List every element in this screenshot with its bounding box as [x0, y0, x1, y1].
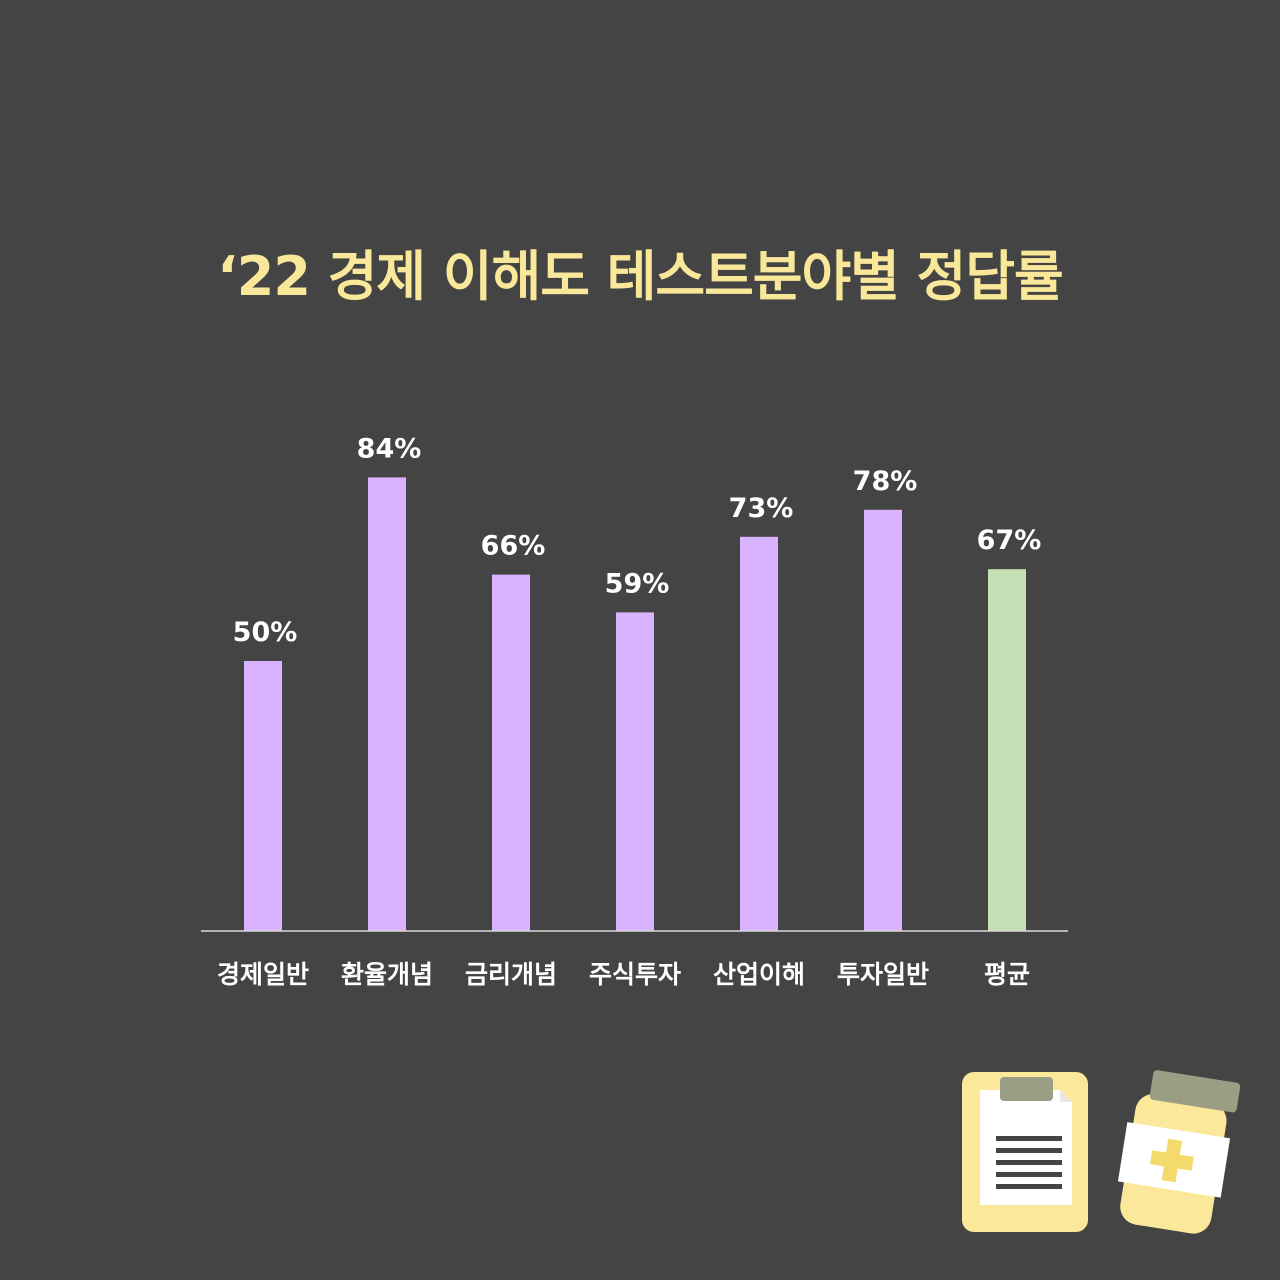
value-label-5: 73% [729, 493, 794, 524]
bar-3 [492, 574, 530, 931]
medicine-bottle-icon [1117, 1070, 1241, 1234]
decoration-icons [962, 1070, 1241, 1234]
category-label-3: 금리개념 [465, 960, 557, 989]
bar-2 [368, 477, 406, 931]
value-label-6: 78% [853, 466, 918, 497]
bar-7 [988, 569, 1026, 931]
clipboard-icon [962, 1072, 1088, 1232]
chart-title: ‘22 경제 이해도 테스트분야별 정답률 [217, 245, 1063, 308]
bar-6 [864, 509, 902, 931]
value-label-2: 84% [357, 433, 422, 464]
value-label-4: 59% [605, 568, 670, 599]
bar-5 [740, 536, 778, 931]
bar-1 [244, 661, 282, 931]
category-label-7: 평균 [984, 960, 1030, 989]
category-label-2: 환율개념 [341, 960, 433, 989]
category-label-6: 투자일반 [837, 960, 929, 989]
category-labels-group: 경제일반 환율개념 금리개념 주식투자 산업이해 투자일반 평균 [217, 960, 1030, 989]
category-label-1: 경제일반 [217, 960, 309, 989]
value-label-7: 67% [977, 525, 1042, 556]
value-labels-group: 50% 84% 66% 59% 73% 78% 67% [233, 433, 1042, 648]
category-label-4: 주식투자 [589, 960, 681, 989]
category-label-5: 산업이해 [713, 960, 805, 989]
bars-group [244, 477, 1026, 931]
value-label-3: 66% [481, 531, 546, 562]
bar-4 [616, 612, 654, 931]
value-label-1: 50% [233, 617, 298, 648]
